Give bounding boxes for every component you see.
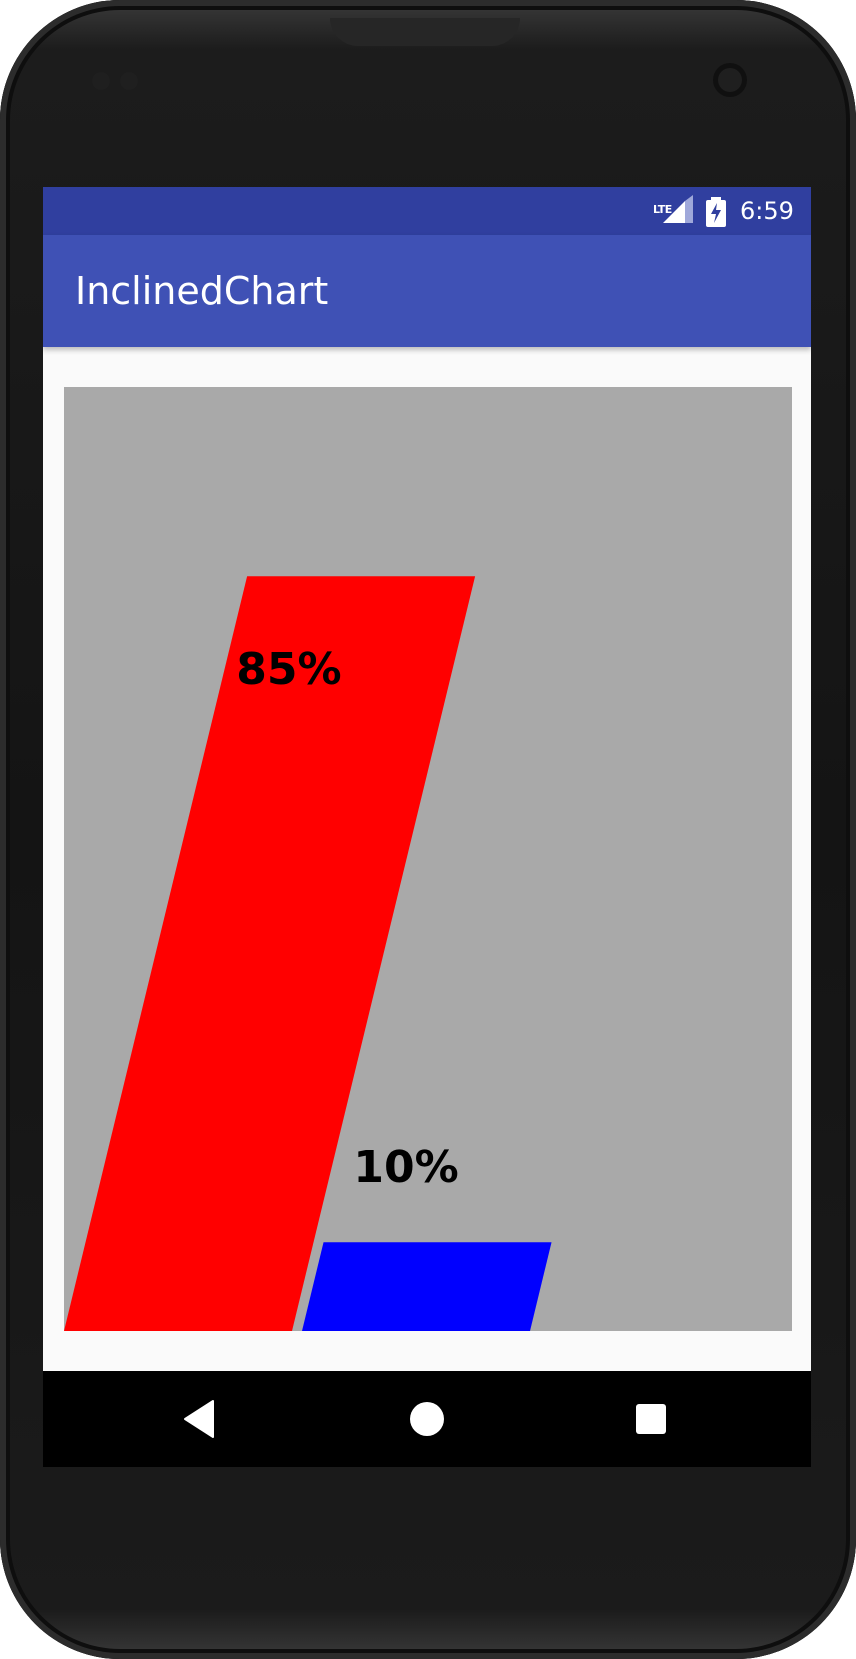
speaker-grille [330, 18, 520, 46]
app-title: InclinedChart [75, 269, 329, 313]
chart-canvas: 85% 10% [64, 576, 552, 1331]
data-label-2: 10% [353, 1142, 458, 1193]
inclined-chart: 85% 10% [64, 387, 792, 1331]
back-icon[interactable] [173, 1391, 229, 1447]
bar-2 [302, 1242, 552, 1331]
signal-indicator: LTE [653, 195, 733, 227]
network-type-label: LTE [653, 203, 672, 216]
bar-1 [64, 576, 476, 1331]
data-label-1: 85% [236, 644, 341, 695]
signal-icon [663, 195, 693, 223]
status-time: 6:59 [740, 197, 794, 225]
front-camera [713, 63, 747, 97]
navigation-bar [43, 1371, 811, 1467]
recents-icon[interactable] [623, 1391, 679, 1447]
app-bar: InclinedChart [43, 235, 811, 347]
screen: LTE 6:59 InclinedChart 85% 10% [43, 187, 811, 1467]
sensor-dot [92, 72, 110, 90]
home-icon[interactable] [399, 1391, 455, 1447]
battery-charging-icon [706, 197, 726, 227]
status-bar: LTE 6:59 [43, 187, 811, 235]
sensor-dot [120, 72, 138, 90]
